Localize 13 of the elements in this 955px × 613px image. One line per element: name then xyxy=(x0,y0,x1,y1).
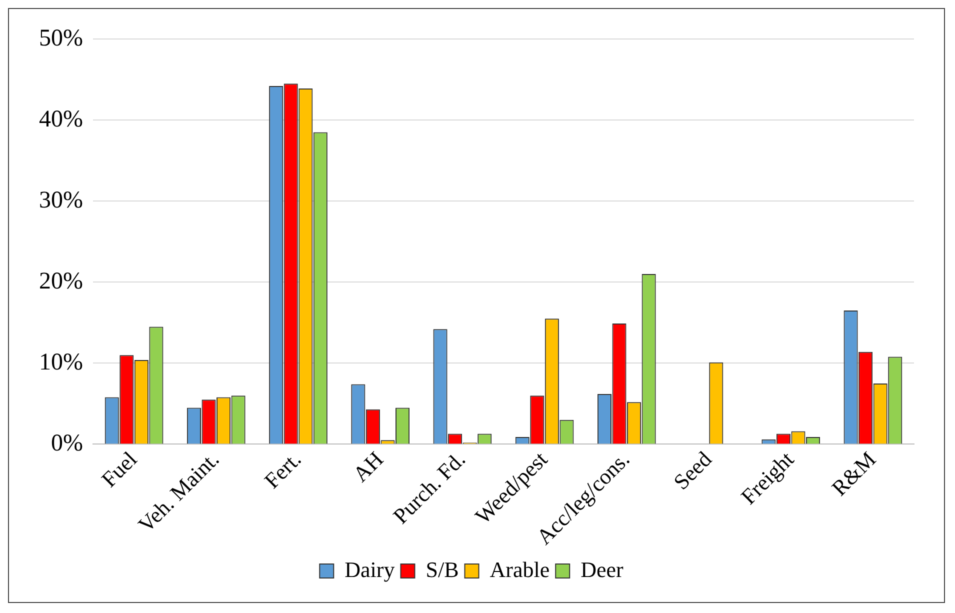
y-tick-label: 40% xyxy=(38,106,83,132)
x-tick-label: Fuel xyxy=(96,446,142,492)
legend-label: Arable xyxy=(490,556,550,582)
y-tick-label: 20% xyxy=(38,268,83,294)
y-tick-label: 10% xyxy=(38,349,83,376)
y-tick-label: 50% xyxy=(38,25,83,52)
y-tick-label: 30% xyxy=(38,187,83,214)
x-tick-label: AH xyxy=(348,446,388,487)
y-tick-label: 0% xyxy=(50,430,83,457)
legend-label: S/B xyxy=(426,556,459,582)
legend-label: Deer xyxy=(580,556,624,582)
legend-label: Dairy xyxy=(344,556,395,582)
x-tick-label: Fert. xyxy=(259,446,306,494)
